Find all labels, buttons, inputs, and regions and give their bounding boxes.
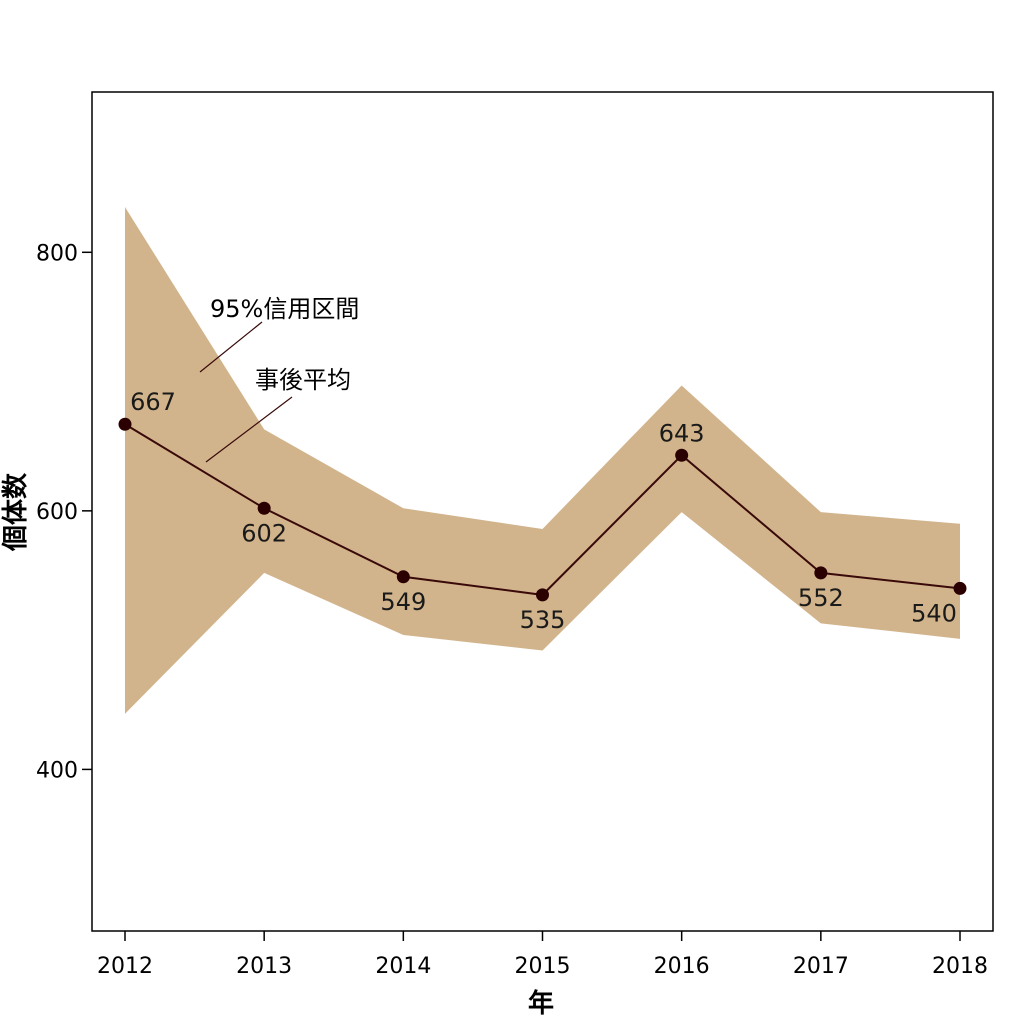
y-axis: 400 600 800	[36, 241, 92, 783]
mean-annotation-label: 事後平均	[255, 366, 351, 394]
data-point	[675, 448, 689, 462]
mean-annotation-leader-line	[205, 396, 293, 463]
data-labels-layer: 667 602 549 535 643 552 540	[130, 388, 957, 634]
data-label: 535	[520, 606, 566, 634]
data-label: 602	[241, 519, 287, 547]
x-axis-title: 年	[528, 988, 554, 1019]
data-point	[536, 588, 549, 602]
x-axis: 2012 2013 2014 2015 2016 2017 2018	[97, 931, 988, 979]
x-tick-label: 2014	[375, 954, 431, 979]
data-label: 667	[130, 388, 176, 416]
data-label: 552	[798, 584, 844, 612]
y-axis-title: 個体数	[1, 472, 31, 552]
x-tick-label: 2018	[932, 954, 988, 979]
band-layer	[125, 207, 960, 714]
ci-annotation-label: 95%信用区間	[210, 295, 359, 323]
ci-band	[125, 207, 960, 714]
data-point	[257, 501, 271, 515]
x-tick-label: 2015	[515, 954, 571, 979]
data-label: 643	[659, 419, 705, 447]
x-tick-label: 2012	[97, 954, 153, 979]
y-tick-label: 800	[36, 241, 78, 266]
x-tick-label: 2013	[236, 954, 292, 979]
data-point	[118, 417, 132, 431]
data-point	[814, 566, 828, 580]
x-tick-label: 2017	[793, 954, 849, 979]
data-label: 540	[911, 599, 957, 627]
data-point	[953, 581, 967, 595]
data-label: 549	[380, 588, 426, 616]
ci-annotation-leader-line	[199, 321, 263, 373]
y-tick-label: 400	[36, 758, 78, 783]
y-tick-label: 600	[36, 500, 78, 525]
x-tick-label: 2016	[654, 954, 710, 979]
points-layer	[118, 417, 967, 602]
data-point	[396, 570, 410, 584]
